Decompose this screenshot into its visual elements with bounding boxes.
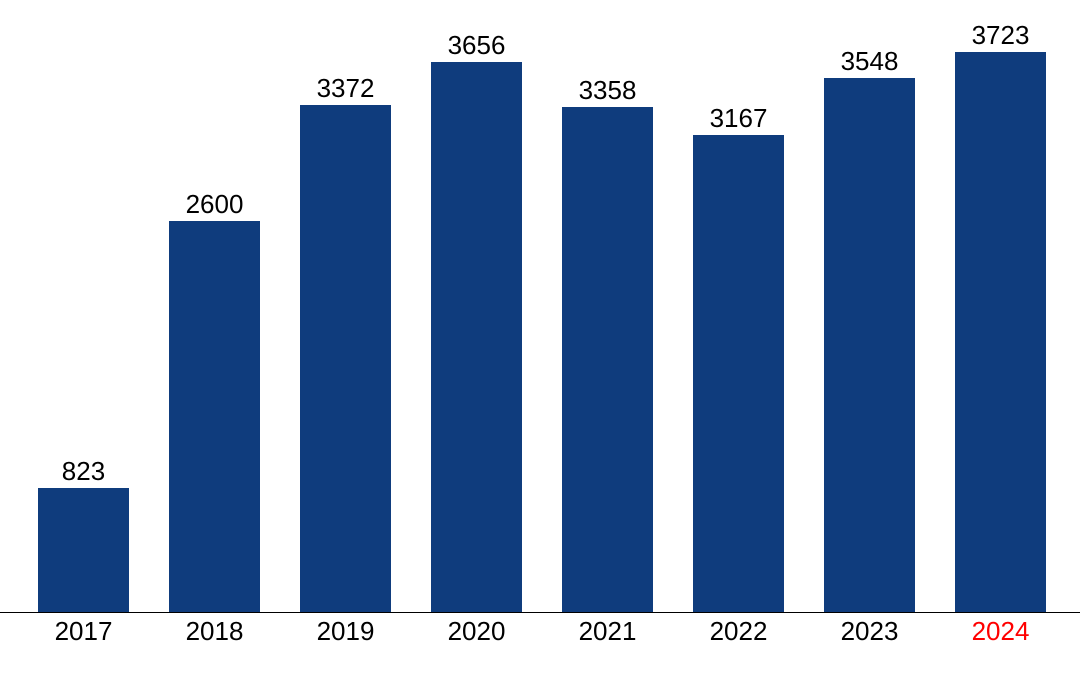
bar bbox=[955, 52, 1047, 612]
bar bbox=[431, 62, 523, 612]
bar-value-label: 3656 bbox=[417, 30, 537, 61]
bar-value-label: 823 bbox=[24, 456, 144, 487]
plot-area bbox=[18, 10, 1066, 612]
x-axis-label: 2017 bbox=[24, 616, 144, 647]
x-axis-label: 2021 bbox=[548, 616, 668, 647]
bar-value-label: 3372 bbox=[286, 73, 406, 104]
bar bbox=[693, 135, 785, 612]
x-axis-label: 2024 bbox=[941, 616, 1061, 647]
bar-chart: 823 2017 2600 2018 3372 2019 3656 2020 3358 2021 3… bbox=[0, 0, 1080, 675]
x-axis-label: 2020 bbox=[417, 616, 537, 647]
x-axis-label: 2023 bbox=[810, 616, 930, 647]
x-axis-line bbox=[0, 612, 1080, 613]
bar bbox=[300, 105, 392, 612]
bar bbox=[169, 221, 261, 612]
bar bbox=[38, 488, 130, 612]
bar-value-label: 2600 bbox=[155, 189, 275, 220]
x-axis-label: 2022 bbox=[679, 616, 799, 647]
bar bbox=[824, 78, 916, 612]
bar-value-label: 3548 bbox=[810, 46, 930, 77]
bar bbox=[562, 107, 654, 612]
bar-value-label: 3358 bbox=[548, 75, 668, 106]
x-axis-label: 2018 bbox=[155, 616, 275, 647]
bar-value-label: 3167 bbox=[679, 103, 799, 134]
x-axis-label: 2019 bbox=[286, 616, 406, 647]
bar-value-label: 3723 bbox=[941, 20, 1061, 51]
